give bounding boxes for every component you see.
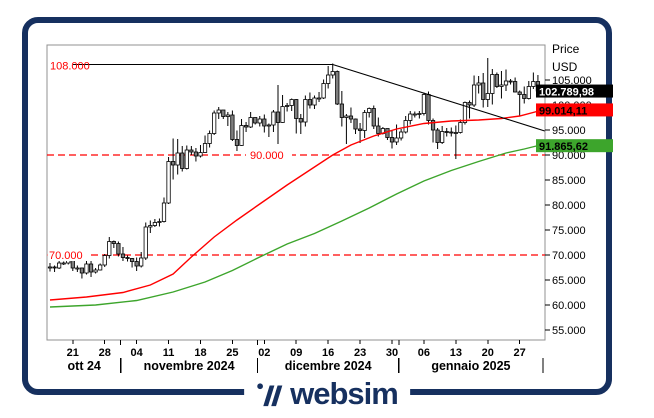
annotation-labels: 108.000 90.000 70.000 [47, 61, 292, 262]
trendlines [73, 63, 545, 132]
x-tick-label: 06 [418, 347, 430, 359]
x-tick-label: 21 [67, 347, 79, 359]
month-label: ott 24 [68, 359, 101, 373]
resistance-108-label: 108.000 [50, 61, 90, 73]
x-tick-label: 09 [290, 347, 302, 359]
websim-logo: websim [244, 374, 410, 416]
y-tick-label: 105.000 [552, 75, 592, 87]
ma-slow-green-line [49, 143, 543, 308]
candles-layer [47, 58, 541, 279]
price-badge-value: 102.789,98 [539, 87, 594, 99]
x-tick-label: 16 [322, 347, 334, 359]
x-tick-label: 18 [194, 347, 206, 359]
brand-name: websim [290, 375, 399, 411]
x-tick-label: 04 [131, 347, 144, 359]
x-tick-label: 23 [354, 347, 366, 359]
support-90-label: 90.000 [250, 150, 284, 162]
date-axis: 21 28 04 11 18 25 02 09 16 23 30 06 13 20 27 [67, 340, 526, 359]
month-label: dicembre 2024 [285, 359, 372, 373]
x-tick-label: 11 [163, 347, 175, 359]
y-tick-label: 70.000 [552, 250, 586, 262]
x-tick-label: 28 [99, 347, 111, 359]
x-tick-label: 20 [482, 347, 494, 359]
x-tick-label: 02 [258, 347, 270, 359]
x-tick-label: 30 [386, 347, 398, 359]
y-tick-label: 75.000 [552, 225, 586, 237]
month-label: novembre 2024 [144, 359, 235, 373]
price-badge-value: 99.014,11 [539, 105, 587, 117]
y-tick-label: 60.000 [552, 300, 586, 312]
price-axis-title: Price [552, 42, 580, 56]
y-tick-label: 65.000 [552, 275, 586, 287]
ma-fast-red-line [49, 109, 543, 301]
month-axis: ott 24 novembre 2024 dicembre 2024 gennaio … [68, 340, 544, 373]
x-tick-label: 27 [514, 347, 526, 359]
x-tick-label: 13 [450, 347, 462, 359]
y-tick-label: 55.000 [552, 325, 586, 337]
plot-area [46, 44, 546, 341]
x-tick-label: 25 [226, 347, 238, 359]
price-axis-title: USD [552, 60, 578, 74]
price-badges: 102.789,98 99.014,11 91.865,62 [536, 84, 613, 153]
price-badge-value: 91.865,62 [539, 141, 588, 153]
y-tick-label: 80.000 [552, 200, 586, 212]
support-70-label: 70.000 [49, 250, 83, 262]
websim-logo-mark-icon [257, 383, 283, 407]
support-resistance-lines [47, 154, 545, 256]
y-tick-label: 85.000 [552, 175, 586, 187]
month-label: gennaio 2025 [431, 359, 510, 373]
y-tick-label: 90.000 [552, 150, 586, 162]
y-tick-label: 95.000 [552, 125, 586, 137]
